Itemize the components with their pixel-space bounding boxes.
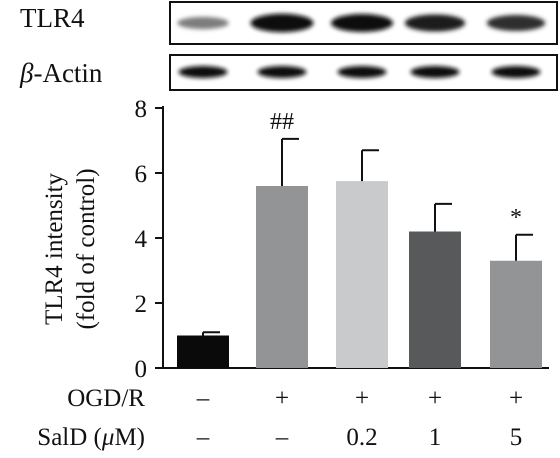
condition-label-sald: SalD (μM): [37, 424, 145, 451]
condition-value: 0.2: [346, 424, 377, 451]
blot-band: [486, 15, 546, 31]
y-tick-label: 4: [135, 226, 148, 253]
condition-label-ogdr: OGD/R: [67, 385, 145, 412]
y-tick-label: 8: [135, 96, 148, 123]
blot-label-actin: β-Actin: [19, 58, 103, 88]
condition-value: +: [275, 385, 289, 412]
condition-value: +: [509, 385, 523, 412]
blot-bands-actin: [178, 66, 541, 78]
y-tick-label: 6: [135, 161, 148, 188]
blot-band: [491, 66, 541, 78]
blot-band: [330, 14, 394, 32]
y-axis-ticks: 0 2 4 6 8: [135, 96, 163, 383]
bar: [490, 260, 542, 368]
condition-values: – + + + + – – 0.2 1 5: [196, 385, 523, 451]
condition-value: –: [196, 424, 210, 451]
blot-label-tlr4: TLR4: [20, 3, 85, 33]
bar: [256, 186, 308, 368]
condition-value: 1: [429, 424, 442, 451]
condition-value: –: [196, 385, 210, 412]
blot-band: [337, 66, 387, 78]
y-axis-title-line-1: TLR4 intensity: [41, 172, 68, 325]
condition-value: +: [428, 385, 442, 412]
blot-bands-tlr4: [177, 13, 546, 33]
bar-chart: TLR4 intensity (fold of control) 0 2 4 6 8 #…: [41, 96, 549, 383]
condition-value: –: [275, 424, 289, 451]
blot-band: [410, 66, 460, 78]
blot-band: [250, 13, 314, 33]
bar: [336, 181, 388, 368]
bar: [409, 231, 461, 368]
blot-band: [177, 16, 229, 30]
condition-value: 5: [510, 424, 523, 451]
y-tick-label: 0: [135, 356, 148, 383]
y-tick-label: 2: [135, 291, 148, 318]
bar: [177, 335, 229, 368]
y-axis-title: TLR4 intensity (fold of control): [41, 168, 100, 329]
blot-band: [404, 14, 466, 32]
significance-label: *: [510, 205, 522, 231]
condition-value: +: [355, 385, 369, 412]
blot-band: [178, 66, 228, 78]
bars: ## *: [177, 109, 542, 368]
y-axis-title-line-2: (fold of control): [73, 168, 100, 329]
blot-panel: TLR4 β-Actin: [19, 1, 558, 91]
blot-band: [257, 66, 307, 78]
significance-label: ##: [270, 109, 294, 135]
condition-table: OGD/R SalD (μM) – + + + + – – 0.2 1 5: [37, 385, 523, 451]
